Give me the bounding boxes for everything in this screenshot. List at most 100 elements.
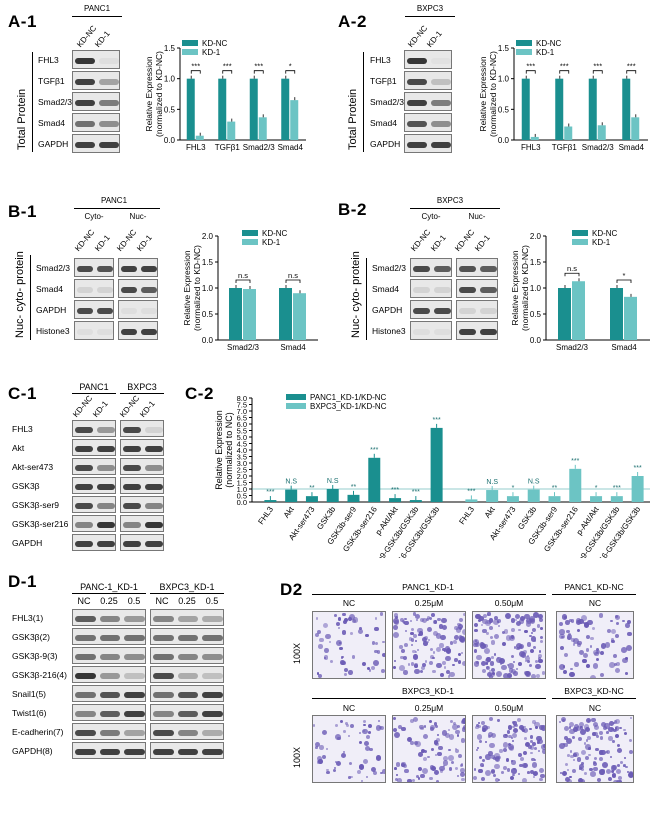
cell-blob bbox=[380, 771, 383, 774]
bar bbox=[368, 457, 381, 502]
cell-blob bbox=[480, 720, 485, 725]
cell-blob bbox=[526, 660, 530, 663]
cell-blob bbox=[608, 776, 613, 782]
cell-blob bbox=[410, 643, 414, 646]
protein-band bbox=[75, 729, 96, 736]
y-tick-label: 2.0 bbox=[202, 232, 214, 241]
cell-blob bbox=[481, 727, 487, 733]
cell-blob bbox=[432, 630, 439, 637]
cell-blob bbox=[423, 757, 428, 762]
cell-blob bbox=[435, 779, 439, 782]
group-underline bbox=[552, 698, 636, 699]
cell-blob bbox=[407, 778, 412, 782]
cell-blob bbox=[542, 743, 545, 749]
protein-band bbox=[177, 691, 199, 698]
group-underline bbox=[312, 594, 546, 595]
blot-strip bbox=[120, 477, 164, 494]
cell-blob bbox=[537, 624, 541, 628]
protein-band bbox=[153, 615, 174, 622]
cell-blob bbox=[494, 634, 500, 639]
significance-label: * bbox=[512, 485, 515, 492]
cell-blob bbox=[497, 719, 500, 722]
cell-blob bbox=[595, 734, 599, 738]
cell-blob bbox=[622, 619, 625, 623]
lane-label: KD-1 bbox=[135, 233, 154, 253]
cell-blob bbox=[542, 749, 545, 754]
blot-strip bbox=[150, 628, 224, 645]
protein-band bbox=[177, 710, 199, 717]
y-tick-label: 1.5 bbox=[530, 258, 542, 267]
cell-blob bbox=[508, 663, 514, 669]
significance-label: *** bbox=[412, 489, 420, 496]
y-axis-label: Relative Expression bbox=[144, 56, 154, 131]
protein-band bbox=[145, 426, 163, 433]
cell-blob bbox=[521, 652, 527, 658]
protein-band bbox=[202, 653, 223, 660]
cell-blob bbox=[350, 723, 355, 728]
cell-blob bbox=[595, 748, 599, 752]
cell-blob bbox=[593, 721, 599, 728]
cell-blob bbox=[628, 749, 633, 754]
cell-blob bbox=[614, 718, 620, 724]
cell-line-label: PANC1 bbox=[83, 4, 111, 13]
cell-blob bbox=[461, 720, 465, 725]
blot-row-label: E-cadherin(7) bbox=[12, 726, 64, 737]
cell-blob bbox=[612, 722, 615, 725]
cell-blob bbox=[534, 659, 538, 664]
y-tick-label: 0.5 bbox=[202, 310, 214, 319]
cell-blob bbox=[563, 726, 570, 732]
cell-blob bbox=[526, 642, 532, 648]
cell-blob bbox=[628, 772, 633, 779]
cell-blob bbox=[582, 652, 588, 658]
protein-band bbox=[75, 464, 93, 471]
blot-strip bbox=[72, 496, 116, 513]
y-tick-label: 6.5 bbox=[237, 414, 247, 423]
significance-label: N.S bbox=[327, 478, 339, 485]
cell-blob bbox=[334, 613, 338, 617]
cell-blob bbox=[615, 661, 621, 667]
cell-blob bbox=[619, 726, 622, 729]
cell-blob bbox=[488, 675, 494, 678]
bar bbox=[527, 489, 540, 502]
cell-blob bbox=[340, 660, 345, 665]
blot-row-label: Smad2/3 bbox=[370, 96, 405, 107]
cell-blob bbox=[620, 760, 624, 764]
protein-band bbox=[145, 521, 163, 528]
lane-label: KD-NC bbox=[73, 227, 97, 253]
cell-blob bbox=[497, 756, 501, 760]
cell-blob bbox=[350, 775, 353, 779]
cell-blob bbox=[578, 763, 585, 770]
cell-blob bbox=[525, 670, 532, 677]
protein-band bbox=[124, 748, 145, 755]
cell-blob bbox=[326, 769, 329, 772]
cell-blob bbox=[489, 661, 495, 666]
fraction-label: Nuc- bbox=[129, 212, 147, 221]
cell-blob bbox=[600, 721, 607, 728]
protein-band bbox=[75, 502, 93, 509]
blot-row-label: GSK3β-216(4) bbox=[12, 669, 67, 680]
bar bbox=[631, 476, 644, 502]
blot-row-label: Smad4 bbox=[370, 117, 397, 128]
cell-blob bbox=[412, 654, 418, 660]
lane-label: KD-1 bbox=[425, 29, 444, 49]
cell-blob bbox=[420, 773, 425, 779]
significance-label: *** bbox=[370, 447, 378, 454]
cell-blob bbox=[511, 760, 516, 765]
cell-blob bbox=[358, 764, 365, 770]
cell-blob bbox=[429, 720, 433, 724]
protein-band bbox=[434, 328, 451, 335]
y-axis-label: Relative Expression bbox=[478, 56, 488, 131]
cell-blob bbox=[621, 647, 627, 653]
transwell-image bbox=[312, 611, 386, 679]
cell-blob bbox=[572, 643, 576, 646]
cell-blob bbox=[608, 662, 615, 668]
protein-band bbox=[434, 265, 451, 272]
y-axis-label: (normalized to NC) bbox=[224, 412, 234, 488]
protein-band bbox=[75, 445, 93, 452]
cell-blob bbox=[508, 735, 512, 739]
protein-band bbox=[177, 615, 199, 622]
cell-blob bbox=[529, 745, 534, 750]
cell-blob bbox=[564, 743, 568, 748]
cell-blob bbox=[459, 763, 463, 767]
transwell-image bbox=[312, 715, 386, 783]
